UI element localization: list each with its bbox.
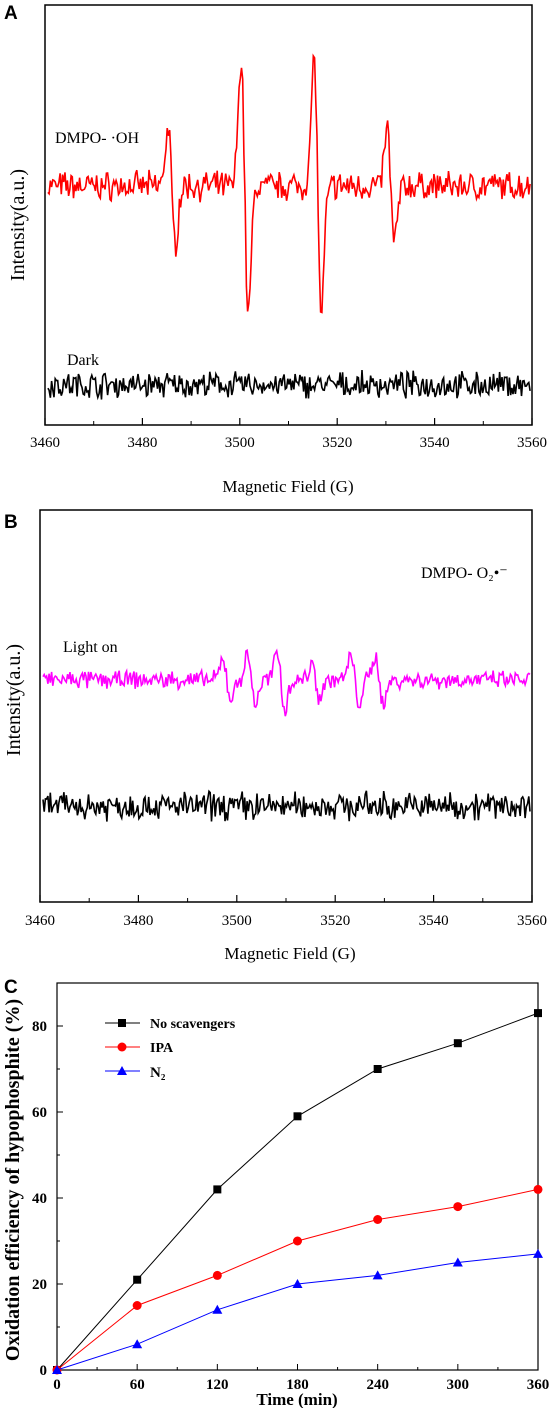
- panel-c: C 0 60 120 180 240 300 360 0 20 40 60 80…: [2, 977, 549, 1408]
- panel-a-curves: [47, 53, 531, 401]
- panel-c-letter: C: [4, 977, 18, 998]
- data-point-square: [453, 1039, 462, 1048]
- panel-b-tick-label-3: 3520: [320, 913, 350, 929]
- legend-marker-triangle: [117, 1066, 127, 1075]
- spectrum-line-signal: [42, 648, 531, 717]
- panel-a-annotation-oh: DMPO- ·OH: [55, 130, 139, 147]
- data-point-circle: [212, 1270, 222, 1280]
- panel-b-y-axis-label: Intensity(a.u.): [3, 644, 25, 756]
- data-point-triangle: [212, 1304, 223, 1314]
- panel-c-x-tick-label-6: 360: [527, 1377, 550, 1393]
- series-line-0: [56, 1012, 539, 1371]
- panel-a: A 3460 3480 3500 3520 3540 3560 Magnetic…: [4, 3, 547, 496]
- panel-b: B 3460 3480 3500 3520 3540 3560 Magnetic…: [3, 509, 547, 963]
- panel-a-x-ticks: [44, 418, 533, 425]
- panel-a-tick-label-5: 3560: [517, 435, 547, 451]
- data-point-triangle: [132, 1339, 143, 1349]
- panel-b-tick-label-4: 3540: [419, 913, 449, 929]
- panel-c-x-tick-label-3: 180: [286, 1377, 309, 1393]
- panel-a-tick-label-0: 3460: [30, 435, 60, 451]
- panel-b-tick-label-5: 3560: [517, 913, 547, 929]
- panel-c-x-tick-label-5: 300: [447, 1377, 470, 1393]
- data-point-triangle: [292, 1279, 303, 1288]
- legend-label-no-scavengers: No scavengers: [150, 1017, 236, 1032]
- legend-label-n2: N₂: [150, 1065, 166, 1081]
- panel-b-tick-label-1: 3480: [123, 913, 153, 929]
- data-point-square: [293, 1112, 302, 1121]
- panel-c-y-tick-label-3: 60: [32, 1105, 47, 1121]
- panel-c-y-tick-label-1: 20: [32, 1277, 47, 1293]
- data-point-square: [133, 1275, 142, 1284]
- panel-a-y-axis-label: Intensity(a.u.): [7, 169, 29, 281]
- data-point-triangle: [372, 1270, 383, 1280]
- panel-c-y-axis-label: Oxidation efficiency of hypophosphite (%…: [2, 999, 24, 1361]
- data-point-circle: [533, 1184, 543, 1194]
- panel-b-annotation-o2: DMPO- O₂•⁻: [421, 565, 508, 582]
- data-point-circle: [373, 1215, 383, 1224]
- legend-marker-circle: [117, 1042, 127, 1052]
- panel-c-x-tick-label-1: 60: [130, 1377, 145, 1393]
- panel-c-x-tick-label-0: 0: [53, 1377, 61, 1393]
- panel-a-tick-label-3: 3520: [322, 435, 352, 451]
- panel-c-x-tick-label-2: 120: [206, 1377, 229, 1393]
- panel-c-series: [52, 1009, 543, 1375]
- panel-b-curves: [42, 648, 531, 822]
- panel-b-x-ticks: [39, 895, 533, 902]
- panel-b-x-axis-label: Magnetic Field (G): [224, 944, 355, 963]
- panel-b-tick-label-0: 3460: [25, 913, 55, 929]
- data-point-circle: [293, 1236, 302, 1246]
- panel-c-x-tick-label-4: 240: [366, 1377, 389, 1393]
- spectrum-line-baseline: [47, 369, 531, 401]
- panel-a-tick-label-4: 3540: [420, 435, 450, 451]
- data-point-square: [534, 1009, 542, 1018]
- panel-a-frame: [44, 4, 533, 426]
- data-point-triangle: [452, 1257, 463, 1267]
- panel-b-letter: B: [4, 512, 18, 533]
- data-point-triangle: [52, 1365, 62, 1374]
- data-point-circle: [453, 1202, 463, 1212]
- legend-marker-square: [118, 1019, 126, 1027]
- panel-c-x-axis-label: Time (min): [256, 1390, 337, 1408]
- data-point-triangle: [533, 1248, 543, 1258]
- data-point-square: [373, 1065, 382, 1073]
- data-point-square: [213, 1185, 222, 1194]
- panel-a-tick-label-2: 3500: [225, 435, 255, 451]
- legend-label-ipa: IPA: [150, 1041, 174, 1056]
- panel-a-letter: A: [4, 3, 18, 24]
- panel-c-legend: No scavengers IPA N₂: [105, 1017, 236, 1081]
- panel-a-tick-label-1: 3480: [127, 435, 157, 451]
- spectrum-line-baseline: [42, 789, 531, 822]
- spectrum-line-signal: [47, 53, 531, 314]
- panel-b-tick-label-2: 3500: [222, 913, 252, 929]
- panel-c-y-tick-label-0: 0: [40, 1363, 48, 1379]
- panel-c-y-tick-label-2: 40: [32, 1191, 47, 1207]
- panel-c-y-tick-label-4: 80: [32, 1019, 47, 1035]
- panel-a-x-axis-label: Magnetic Field (G): [222, 477, 353, 496]
- panel-a-annotation-dark: Dark: [67, 352, 99, 369]
- panel-b-annotation-light-on: Light on: [63, 639, 118, 656]
- data-point-circle: [132, 1301, 142, 1310]
